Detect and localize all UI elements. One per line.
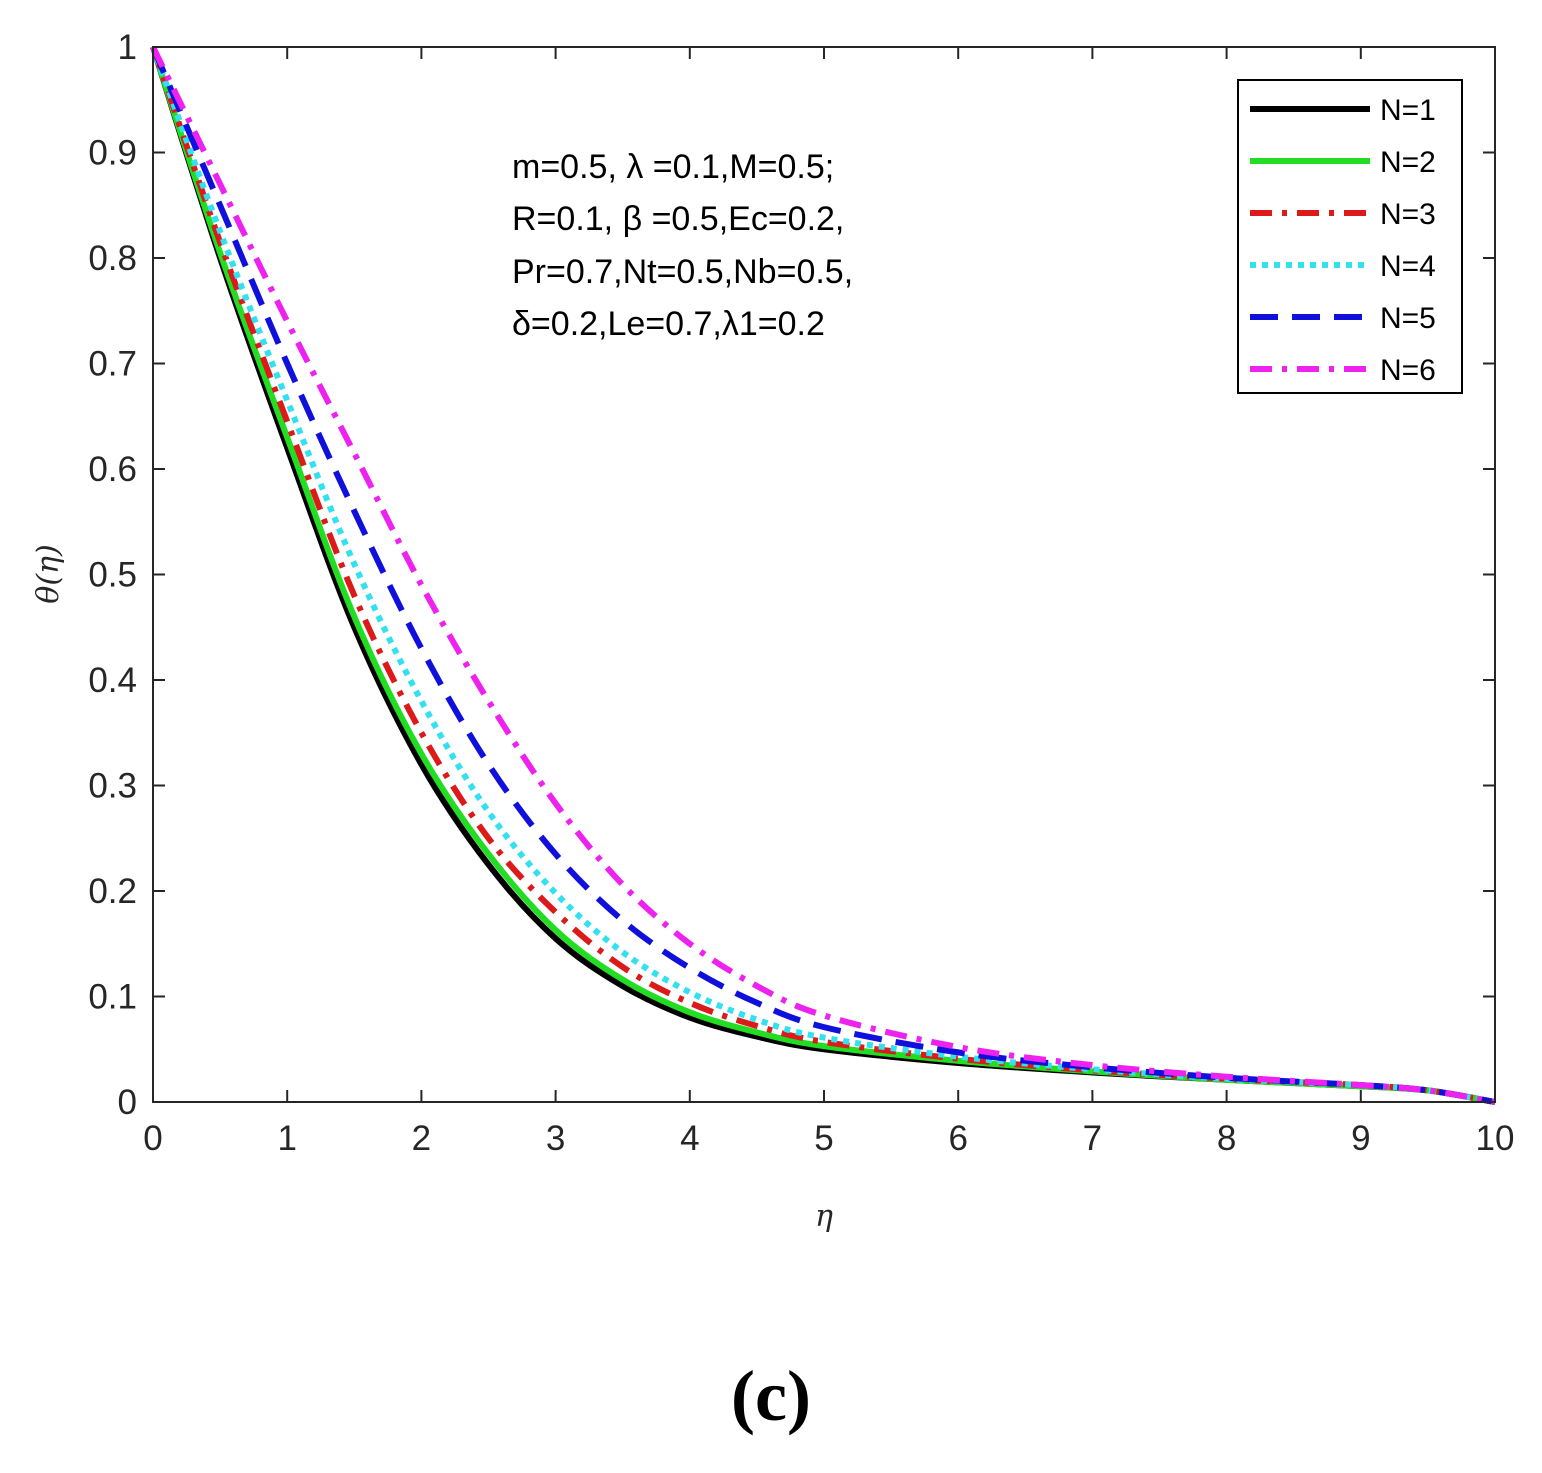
y-tick-label: 0.9 bbox=[88, 134, 137, 173]
y-tick-label: 0.8 bbox=[88, 239, 137, 278]
annotation-line-2: R=0.1, β =0.5,Ec=0.2, bbox=[512, 200, 844, 238]
x-tick-label: 6 bbox=[948, 1119, 967, 1158]
y-tick-label: 0.1 bbox=[88, 978, 137, 1017]
y-tick-label: 0 bbox=[118, 1083, 137, 1122]
legend-label-n4: N=4 bbox=[1380, 250, 1436, 283]
legend-items: N=1 N=2 N=3 N=4 N=5 N=6 bbox=[1250, 94, 1436, 387]
ticks-layer: 0 1 2 3 4 5 6 7 8 9 10 0 0.1 0.2 0.3 0.4 0.5 0.6 0.7 0.8 0.9… bbox=[88, 28, 1514, 1158]
series-layer bbox=[150, 45, 1496, 1105]
annotation-line-1: m=0.5, λ =0.1,M=0.5; bbox=[512, 148, 834, 186]
y-tick-label: 0.7 bbox=[88, 345, 137, 384]
x-tick-label: 2 bbox=[412, 1119, 431, 1158]
x-tick-label: 1 bbox=[277, 1119, 296, 1158]
y-tick-label: 0.2 bbox=[88, 872, 137, 911]
y-tick-label: 0.6 bbox=[88, 450, 137, 489]
x-tick-label: 7 bbox=[1083, 1119, 1102, 1158]
legend-label-n1: N=1 bbox=[1380, 94, 1436, 127]
panel-label: (c) bbox=[731, 1356, 811, 1436]
x-axis-label: η bbox=[815, 1199, 833, 1234]
y-tick-label: 0.4 bbox=[88, 661, 137, 700]
y-axis-label: θ(η) bbox=[31, 544, 66, 603]
parameter-annotation: m=0.5, λ =0.1,M=0.5; R=0.1, β =0.5,Ec=0.… bbox=[512, 148, 853, 343]
legend: N=1 N=2 N=3 N=4 N=5 N=6 bbox=[1237, 79, 1463, 394]
y-tick-label: 0.5 bbox=[88, 556, 137, 595]
legend-label-n6: N=6 bbox=[1380, 354, 1436, 387]
legend-box bbox=[1237, 79, 1463, 394]
annotation-line-3: Pr=0.7,Nt=0.5,Nb=0.5, bbox=[512, 253, 853, 291]
legend-label-n3: N=3 bbox=[1380, 198, 1436, 231]
y-tick-label: 1 bbox=[118, 28, 137, 67]
x-tick-label: 10 bbox=[1476, 1119, 1515, 1158]
x-tick-label: 5 bbox=[814, 1119, 833, 1158]
legend-label-n5: N=5 bbox=[1380, 302, 1436, 335]
x-tick-label: 9 bbox=[1351, 1119, 1370, 1158]
x-tick-label: 4 bbox=[680, 1119, 699, 1158]
y-tick-label: 0.3 bbox=[88, 767, 137, 806]
annotation-line-4: δ=0.2,Le=0.7,λ1=0.2 bbox=[512, 305, 825, 343]
x-tick-label: 0 bbox=[143, 1119, 162, 1158]
x-tick-label: 3 bbox=[546, 1119, 565, 1158]
legend-label-n2: N=2 bbox=[1380, 146, 1436, 179]
x-tick-label: 8 bbox=[1217, 1119, 1236, 1158]
series-line-n6 bbox=[150, 45, 1496, 1105]
